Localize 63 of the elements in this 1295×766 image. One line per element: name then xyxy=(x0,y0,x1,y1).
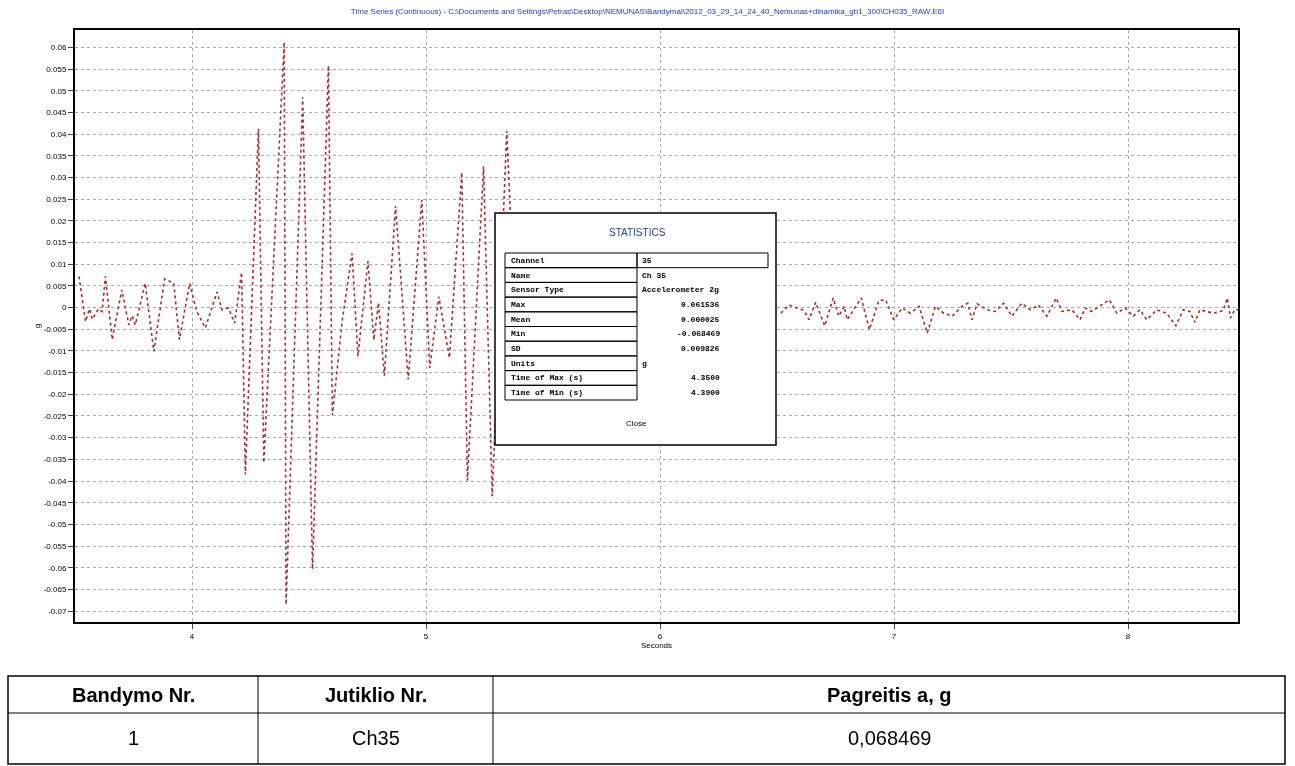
y-tick-label: 0.05 xyxy=(50,86,67,96)
annotation: STATISTICS xyxy=(609,227,666,238)
y-tick-label: -0.06 xyxy=(48,563,67,573)
y-tick-label: -0.025 xyxy=(43,411,67,421)
text: Jutiklio Nr. xyxy=(325,684,428,706)
y-tick-label: -0.03 xyxy=(48,433,67,443)
y-tick-label: 0.025 xyxy=(46,194,67,204)
y-tick-label: 0.01 xyxy=(50,260,67,269)
x-tick-label: 8 xyxy=(1125,631,1131,641)
y-tick-label: -0.04 xyxy=(48,476,67,486)
y-tick-label: -0.02 xyxy=(48,390,67,400)
annotation: Time of Max (s) xyxy=(511,373,584,382)
y-tick-label: 0.045 xyxy=(46,108,67,118)
text: Ch35 xyxy=(352,727,400,749)
annotation: 0.000025 xyxy=(681,315,720,324)
y-tick-label: -0.035 xyxy=(43,455,67,465)
text: 1 xyxy=(128,727,140,749)
y-tick-label: -0.005 xyxy=(43,325,67,335)
y-tick-label: 0.055 xyxy=(46,64,67,74)
annotation: SD xyxy=(511,344,521,353)
x-tick-label: 4 xyxy=(189,631,195,641)
annotation: Units xyxy=(511,359,536,368)
y-tick-label: -0.01 xyxy=(48,346,67,356)
x-tick-label: 7 xyxy=(891,631,897,641)
y-tick-label: -0.07 xyxy=(48,606,67,616)
y-tick-label: 0.03 xyxy=(50,173,67,183)
x-axis-title: Seconds xyxy=(640,640,673,650)
y-tick-label: 0 xyxy=(61,303,67,313)
y-tick-label: -0.05 xyxy=(48,520,67,530)
y-tick-label: 0.06 xyxy=(50,43,67,53)
y-tick-label: -0.065 xyxy=(43,585,67,595)
y-tick-label: 0.04 xyxy=(50,129,67,139)
annotation: Name xyxy=(511,271,531,280)
annotation: 0.061536 xyxy=(681,300,720,309)
annotation: -0.068469 xyxy=(677,329,721,338)
text: Pagreitis a, g xyxy=(827,684,952,706)
annotation: g xyxy=(642,359,647,368)
text: Bandymo Nr. xyxy=(72,684,196,706)
x-tick-label: 5 xyxy=(423,631,429,641)
y-axis-title: g xyxy=(32,323,42,329)
text: 0,068469 xyxy=(848,727,932,749)
annotation: 4.3500 xyxy=(691,373,720,382)
annotation: Sensor Type xyxy=(511,285,565,294)
y-tick-label: -0.015 xyxy=(43,368,67,378)
annotation: 0.009826 xyxy=(681,344,720,353)
annotation: Mean xyxy=(511,315,531,324)
annotation: Time of Min (s) xyxy=(511,388,584,397)
x-tick-label: 6 xyxy=(657,631,663,641)
annotation: 35 xyxy=(642,256,652,265)
y-tick-label: -0.055 xyxy=(43,541,67,551)
annotation: Accelerometer 2g xyxy=(642,285,720,294)
annotation: Max xyxy=(511,300,526,309)
y-tick-label: 0.035 xyxy=(46,151,67,161)
annotation: Close xyxy=(626,419,647,428)
chart-title: Time Series (Continuous) - C:\Documents and Settings\Petras\Desktop\NEMUNAS\Bandymai\2012_03_29_14_24_40_Nemunas+dinamika_gb1_300\CH035_RAW.E6I xyxy=(350,6,945,16)
annotation: Ch 35 xyxy=(642,271,667,280)
y-tick-label: 0.015 xyxy=(46,238,67,248)
annotation: Min xyxy=(511,329,526,338)
annotation: 4.3900 xyxy=(691,388,720,397)
y-tick-label: 0.005 xyxy=(46,281,67,291)
y-tick-label: -0.045 xyxy=(43,498,67,508)
annotation: Channel xyxy=(511,256,545,265)
y-tick-label: 0.02 xyxy=(50,216,67,226)
